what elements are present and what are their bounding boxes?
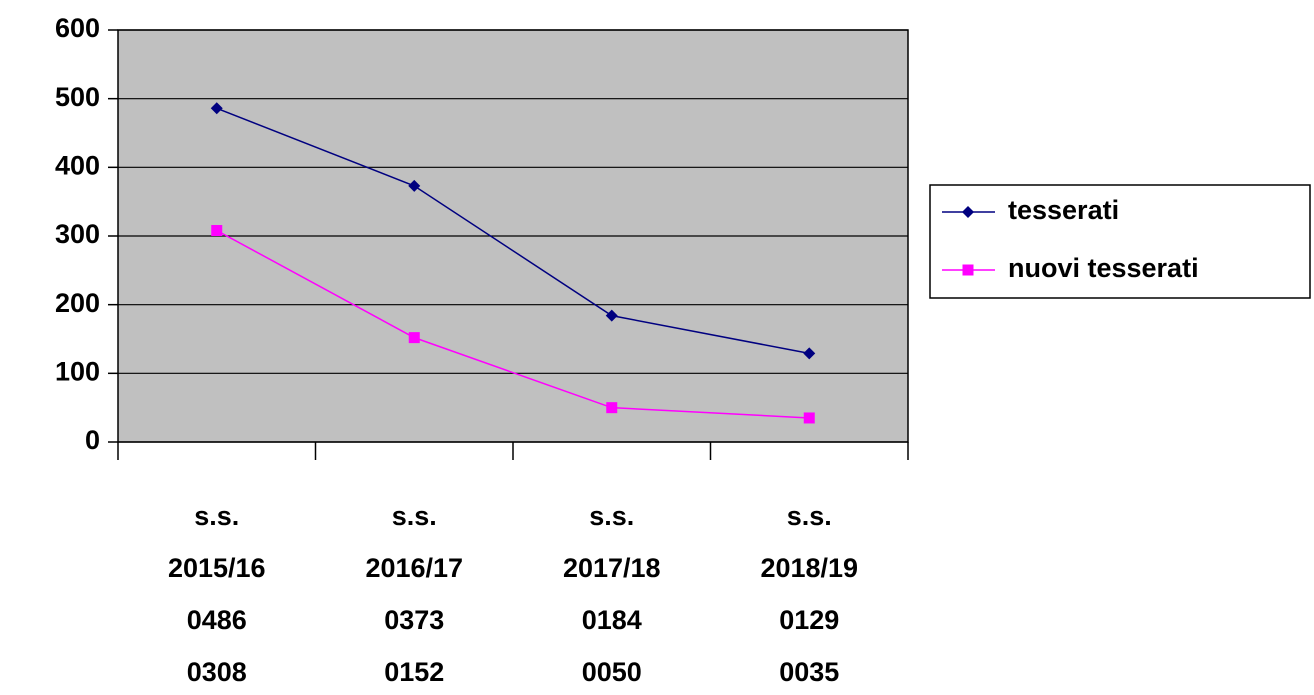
point — [606, 402, 618, 414]
x-tick-label: 0035 — [779, 657, 839, 687]
point — [803, 412, 815, 424]
x-tick-label: 0129 — [779, 605, 839, 635]
point — [408, 179, 421, 192]
x-tick-label: 0373 — [384, 605, 444, 635]
x-tick-label: 0308 — [187, 657, 247, 687]
y-tick-label: 600 — [55, 13, 100, 43]
x-tick-label: 2018/19 — [760, 553, 858, 583]
point — [803, 347, 816, 360]
series-line — [216, 107, 810, 355]
y-tick-label: 100 — [55, 356, 100, 386]
y-tick-label: 300 — [55, 219, 100, 249]
point — [210, 102, 223, 115]
y-tick-label: 500 — [55, 82, 100, 112]
x-tick-label: s.s. — [194, 501, 239, 531]
x-tick-label: s.s. — [787, 501, 832, 531]
y-tick-label: 0 — [85, 425, 100, 455]
x-tick-label: 0050 — [582, 657, 642, 687]
y-tick-label: 400 — [55, 150, 100, 180]
legend-label: tesserati — [1008, 195, 1119, 225]
x-tick-label: 0486 — [187, 605, 247, 635]
x-tick-label: s.s. — [392, 501, 437, 531]
point — [605, 309, 618, 322]
x-tick-label: 2017/18 — [563, 553, 661, 583]
x-tick-label: 2016/17 — [365, 553, 463, 583]
series-line — [216, 229, 810, 419]
x-tick-label: 0152 — [384, 657, 444, 687]
x-tick-label: 0184 — [582, 605, 642, 635]
point — [211, 225, 223, 237]
legend-box — [929, 184, 1311, 299]
legend-marker — [962, 264, 974, 276]
point — [408, 332, 420, 344]
x-tick-label: s.s. — [589, 501, 634, 531]
legend-label: nuovi tesserati — [1008, 253, 1199, 283]
x-tick-label: 2015/16 — [168, 553, 266, 583]
y-tick-label: 200 — [55, 288, 100, 318]
legend-marker — [962, 206, 974, 218]
